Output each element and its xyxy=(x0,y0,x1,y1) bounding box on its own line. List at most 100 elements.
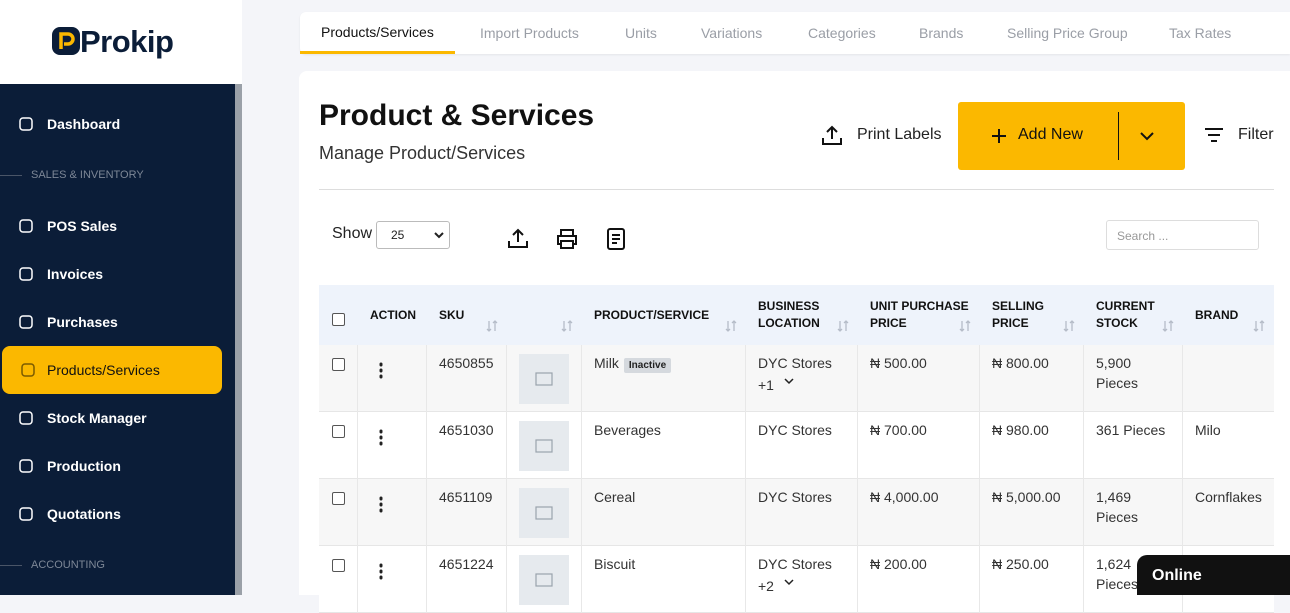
frame xyxy=(535,439,553,453)
filter-button[interactable]: Filter xyxy=(1238,126,1274,143)
sidebar-icon xyxy=(19,219,33,233)
sidebar-label: Dashboard xyxy=(47,116,121,132)
tab[interactable]: Import Products xyxy=(480,25,579,41)
tab[interactable]: Units xyxy=(625,25,657,41)
selling-price: ₦ 250.00 xyxy=(992,556,1049,572)
sort-icon[interactable] xyxy=(837,319,849,333)
chevron xyxy=(784,579,794,586)
selling-price: ₦ 5,000.00 xyxy=(992,489,1061,505)
search-input[interactable]: Search ... xyxy=(1106,220,1259,250)
product-thumbnail xyxy=(519,421,569,471)
icon-shape xyxy=(19,117,33,131)
business-location: DYC Stores xyxy=(758,489,832,505)
sidebar-item[interactable]: Production xyxy=(0,442,235,490)
checkbox[interactable] xyxy=(332,559,345,572)
row-actions[interactable] xyxy=(378,429,384,447)
checkbox[interactable] xyxy=(332,358,345,371)
page-title: Product & Services xyxy=(319,99,595,132)
current-stock: 5,900 Pieces xyxy=(1096,355,1139,391)
tab[interactable]: Products/Services xyxy=(300,12,455,54)
product-cell: Beverages xyxy=(594,420,734,440)
sidebar-icon xyxy=(19,411,33,425)
table-row xyxy=(319,345,1274,412)
tab[interactable]: Categories xyxy=(808,25,876,41)
column-header: CURRENT STOCK xyxy=(1096,299,1155,330)
tab[interactable]: Tax Rates xyxy=(1169,25,1232,41)
sidebar-section: ACCOUNTING xyxy=(0,555,105,575)
tab[interactable]: Variations xyxy=(701,25,763,41)
icon-shape xyxy=(19,219,33,233)
cell-border xyxy=(1083,546,1084,613)
cell-border xyxy=(1083,479,1084,546)
sidebar-icon xyxy=(19,315,33,329)
document-icon[interactable] xyxy=(604,227,628,251)
add-new-button[interactable]: Add New xyxy=(958,102,1185,170)
sort-icon[interactable] xyxy=(1253,319,1265,333)
page-size-select[interactable]: 25 xyxy=(376,221,450,249)
sidebar-item[interactable]: Invoices xyxy=(0,250,235,298)
print-labels-button[interactable]: Print Labels xyxy=(857,126,942,143)
export-icon[interactable] xyxy=(506,227,530,251)
sidebar-item[interactable]: Quotations xyxy=(0,490,235,538)
brand: Milo xyxy=(1195,422,1221,438)
unit-purchase-price: ₦ 700.00 xyxy=(870,422,927,438)
current-stock: 1,469 Pieces xyxy=(1096,489,1139,525)
sidebar-item[interactable]: Stock Manager xyxy=(0,394,235,442)
sku: 4651109 xyxy=(439,489,493,505)
dropdown-chevron[interactable] xyxy=(1139,129,1155,143)
sort-arrows xyxy=(1063,320,1075,332)
logo-area: Prokip xyxy=(0,0,242,84)
cell-border xyxy=(857,546,858,613)
cell-border xyxy=(357,546,358,613)
cell-border xyxy=(745,345,746,412)
print-icon[interactable] xyxy=(555,227,579,251)
tab[interactable]: Selling Price Group xyxy=(1007,25,1128,41)
icon-shape xyxy=(21,363,35,377)
sidebar-item[interactable]: Purchases xyxy=(0,298,235,346)
checkbox[interactable] xyxy=(332,425,345,438)
sort-icon[interactable] xyxy=(725,319,737,333)
unit-purchase-price: ₦ 500.00 xyxy=(870,355,927,371)
frame xyxy=(535,573,553,587)
column-header: ACTION xyxy=(370,307,416,322)
cell-border xyxy=(1182,412,1183,479)
row-actions[interactable] xyxy=(378,496,384,514)
sort-arrows xyxy=(837,320,849,332)
cell-border xyxy=(581,479,582,546)
icon-shape xyxy=(19,411,33,425)
row-actions[interactable] xyxy=(378,362,384,380)
current-stock: 361 Pieces xyxy=(1096,422,1166,438)
cell-border xyxy=(426,412,427,479)
sort-icon[interactable] xyxy=(1162,319,1174,333)
cell-border xyxy=(357,479,358,546)
filter-icon xyxy=(1205,128,1223,142)
cell-border xyxy=(979,345,980,412)
checkbox[interactable] xyxy=(332,492,345,505)
sidebar-label: Invoices xyxy=(47,266,104,282)
cell-border xyxy=(1182,479,1183,546)
location-expand[interactable] xyxy=(784,378,794,386)
cell-border xyxy=(581,345,582,412)
checkbox[interactable] xyxy=(332,313,345,326)
sort-icon[interactable] xyxy=(486,319,498,333)
sku: 4651224 xyxy=(439,556,494,572)
column-header: SKU xyxy=(439,307,465,322)
sidebar-label: Stock Manager xyxy=(47,410,147,426)
location-expand[interactable] xyxy=(784,579,794,587)
sort-icon[interactable] xyxy=(561,319,573,333)
product-cell: Biscuit xyxy=(594,554,734,574)
sidebar-item[interactable]: Products/Services xyxy=(2,346,222,394)
tab[interactable]: Brands xyxy=(919,25,964,41)
selling-price: ₦ 800.00 xyxy=(992,355,1049,371)
online-status[interactable]: Online xyxy=(1137,555,1290,595)
sidebar-item[interactable]: POS Sales xyxy=(0,202,235,250)
row-actions[interactable] xyxy=(378,563,384,581)
sort-icon[interactable] xyxy=(959,319,971,333)
sidebar-item[interactable]: Dashboard xyxy=(0,100,235,148)
icon-shape xyxy=(19,267,33,281)
product-thumbnail xyxy=(519,555,569,605)
icon-shape xyxy=(19,459,33,473)
column-header: BRAND xyxy=(1195,307,1239,322)
sidebar: Dashboard SALES & INVENTORY POS Sales Invoi… xyxy=(0,84,235,595)
sort-icon[interactable] xyxy=(1063,319,1075,333)
